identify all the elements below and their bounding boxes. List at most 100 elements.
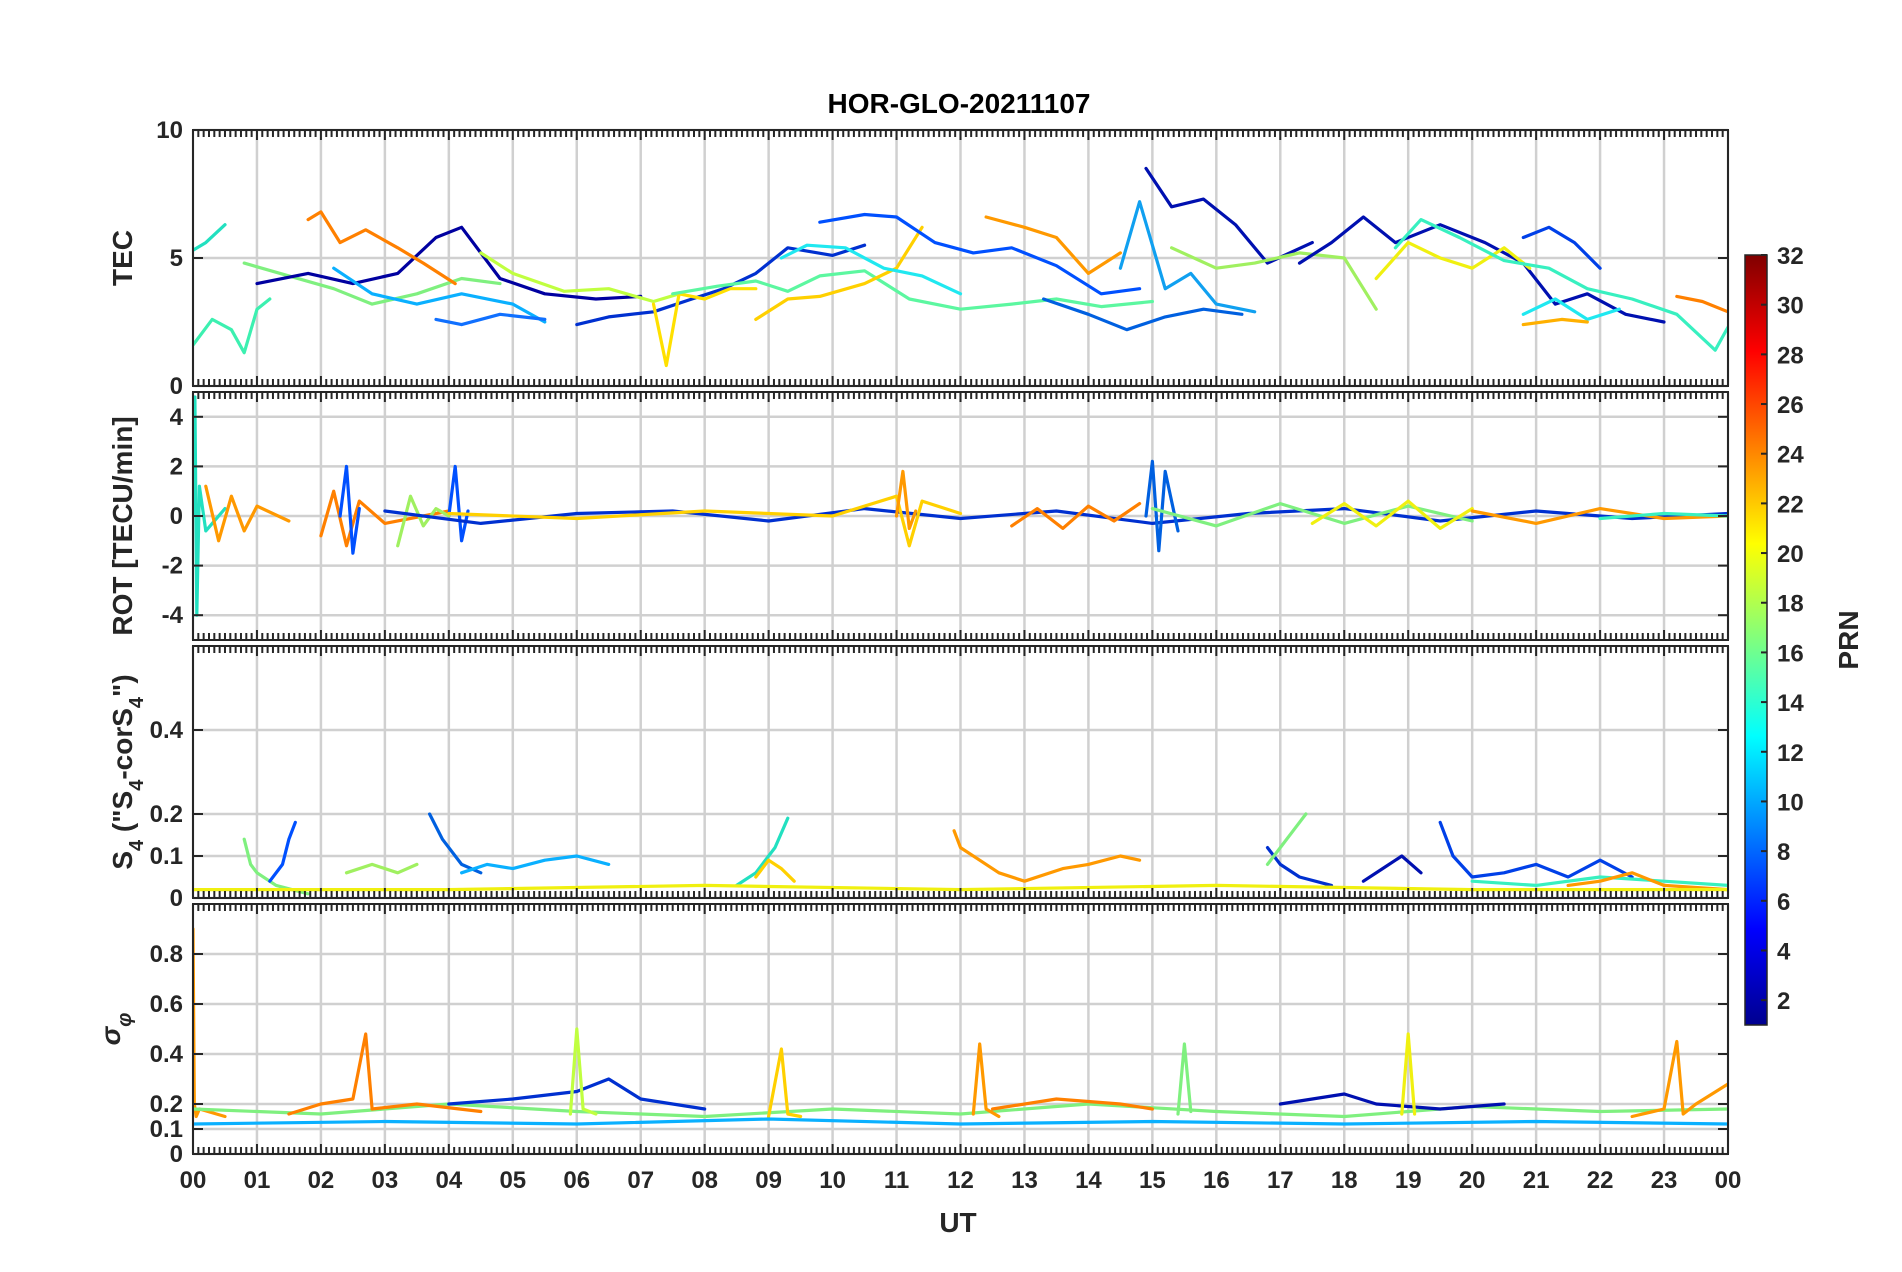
sigma-series-prn-23 — [1630, 1039, 1728, 1119]
x-tick-label: 08 — [691, 1167, 718, 1194]
x-tick-label: 11 — [884, 1167, 909, 1194]
x-tick-label: 20 — [1459, 1167, 1486, 1194]
rot-series-prn-6 — [1144, 459, 1180, 553]
x-tick-label: 09 — [755, 1167, 782, 1194]
x-tick-label: 22 — [1587, 1167, 1614, 1194]
x-axis: 00 01 02 03 04 05 06 07 08 09 10 11 12 13 14 15 16 17 18 19… — [180, 1167, 1742, 1194]
tec-series-prn-14 — [193, 297, 272, 355]
s4-series-prn-4 — [1438, 820, 1634, 879]
colorbar-tick-label: 4 — [1777, 938, 1791, 965]
tec-series-prn-23 — [984, 215, 1123, 275]
tec-series-prn-12 — [779, 243, 963, 296]
colorbar-bar — [1744, 254, 1768, 1026]
rot-y-tick-label: -4 — [162, 602, 184, 629]
tec-series-prn-15 — [671, 269, 1155, 311]
rot-series-prn-14 — [1598, 511, 1728, 521]
rot-y-tick-label: -2 — [162, 553, 183, 580]
chart-title: HOR-GLO-20211107 — [827, 88, 1090, 119]
colorbar-tick-label: 16 — [1777, 640, 1804, 667]
tec-series-prn-1 — [255, 225, 643, 301]
sigma-y-tick-label: 0.8 — [150, 941, 183, 968]
sigma-y-tick-label: 0.2 — [150, 1091, 183, 1118]
rot-series-prn-4 — [338, 464, 361, 555]
tec-series-prn-13 — [193, 223, 227, 252]
s4-y-axis-label: S4 ("S4-corS4") — [107, 674, 148, 869]
colorbar-tick-label: 20 — [1777, 541, 1804, 568]
x-tick-label: 19 — [1395, 1167, 1422, 1194]
s4-y-tick-label: 0.1 — [150, 843, 183, 870]
s4-series-prn-21 — [754, 858, 796, 883]
rot-y-axis-label: ROT [TECU/min] — [107, 416, 138, 635]
rot-y-tick-label: 0 — [170, 503, 183, 530]
sigma-series-prn-2 — [1278, 1092, 1506, 1111]
tec-series-prn-10 — [1118, 200, 1257, 314]
s4-series-prn-4 — [268, 820, 297, 883]
sigma-series-prn-24 — [287, 1032, 483, 1116]
rot-series-prn-23 — [1470, 507, 1728, 526]
tec-series-prn-4 — [1521, 225, 1602, 270]
colorbar-tick-label: 26 — [1777, 392, 1804, 419]
sigma-series-prn-23 — [193, 927, 227, 1119]
colorbar-tick-label: 30 — [1777, 293, 1804, 320]
tec-series-prn-4 — [818, 212, 1142, 296]
s4-series-prn-16 — [242, 837, 310, 896]
x-tick-label: 06 — [563, 1167, 590, 1194]
sigma-y-tick-label: 0.1 — [150, 1116, 183, 1143]
sigma-series-prn-24 — [990, 1097, 1155, 1111]
s4-series-prn-17 — [344, 862, 419, 875]
rot-series-prn-20 — [1310, 499, 1474, 531]
rot-series-group — [193, 395, 1728, 617]
s4-y-tick-label: 0.4 — [150, 717, 184, 744]
x-tick-label: 21 — [1523, 1167, 1550, 1194]
colorbar-tick-label: 22 — [1777, 491, 1804, 518]
tec-y-tick-label: 10 — [156, 117, 183, 144]
tec-series-prn-18 — [479, 251, 681, 304]
s4-series-prn-6 — [428, 812, 483, 875]
s4-y-tick-label: 0 — [170, 885, 183, 912]
panel-rot: -4 -2 0 2 4 ROT [TECU/min] — [107, 391, 1730, 641]
tec-series-prn-3 — [575, 243, 867, 327]
sigma-series-prn-11 — [193, 1117, 1728, 1126]
s4-series-prn-23 — [1566, 871, 1728, 892]
colorbar-tick-label: 2 — [1777, 988, 1790, 1015]
sigma-y-tick-label: 0.6 — [150, 991, 183, 1018]
x-tick-label: 10 — [819, 1167, 846, 1194]
sigma-series-prn-18 — [568, 1027, 598, 1116]
rot-series-prn-3 — [383, 507, 1728, 526]
colorbar-tick-label: 8 — [1777, 839, 1790, 866]
tec-series-prn-21 — [651, 287, 758, 368]
x-tick-label: 03 — [372, 1167, 399, 1194]
colorbar-tick-label: 18 — [1777, 591, 1804, 618]
s4-series-prn-14 — [1470, 875, 1728, 888]
tec-series-prn-24 — [1675, 294, 1728, 314]
sigma-series-prn-16 — [1176, 1042, 1193, 1116]
rot-series-prn-4 — [447, 464, 470, 543]
tec-y-axis-label: TEC — [107, 230, 138, 286]
tec-series-prn-11 — [332, 266, 547, 324]
colorbar-tick-label: 6 — [1777, 889, 1790, 916]
colorbar-label: PRN — [1833, 610, 1864, 669]
x-tick-label: 01 — [244, 1167, 271, 1194]
x-tick-label: 17 — [1267, 1167, 1294, 1194]
rot-y-tick-label: 2 — [170, 453, 183, 480]
sigma-y-axis-label: σφ — [95, 1013, 136, 1046]
sigma-series-prn-23 — [971, 1042, 1001, 1119]
x-tick-label: 18 — [1331, 1167, 1358, 1194]
x-tick-label: 02 — [308, 1167, 335, 1194]
tec-series-prn-21 — [754, 225, 924, 321]
panel-tec: 0 5 10 TEC — [107, 117, 1730, 400]
tec-y-tick-label: 0 — [170, 373, 183, 400]
rot-series-prn-21 — [447, 494, 963, 548]
sigma-series-prn-3 — [447, 1077, 707, 1111]
colorbar-tick-label: 24 — [1777, 442, 1804, 469]
rot-y-tick-label: 4 — [170, 404, 184, 431]
s4-series-prn-16 — [1265, 812, 1308, 867]
panel-s4: 0 0.1 0.2 0.4S4 ("S4-corS4") — [107, 645, 1730, 912]
s4-series-prn-13 — [734, 816, 790, 888]
panel-sigma: 00.10.2 0.4 0.6 0.8 σφ — [95, 903, 1730, 1168]
colorbar-tick-label: 10 — [1777, 789, 1804, 816]
x-tick-label: 23 — [1651, 1167, 1678, 1194]
